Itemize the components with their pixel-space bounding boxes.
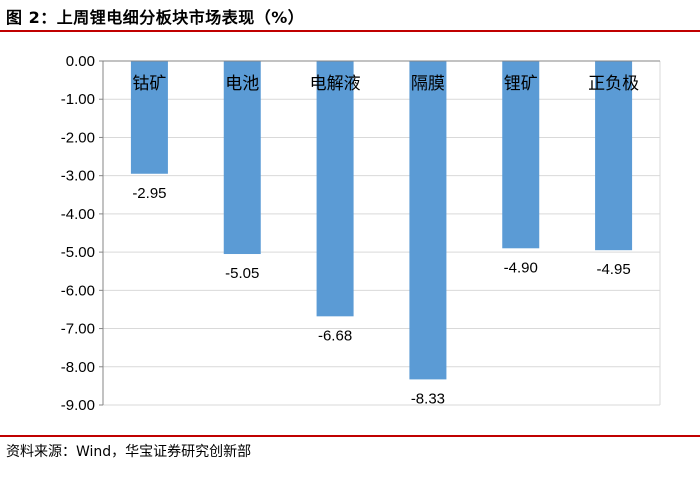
category-label: 锂矿 xyxy=(504,74,538,94)
y-tick-label: -9.00 xyxy=(61,397,95,414)
footer-rule xyxy=(0,435,700,437)
source-note: 资料来源：Wind，华宝证券研究创新部 xyxy=(6,444,252,460)
bar xyxy=(409,61,447,380)
y-tick-label: 0.00 xyxy=(66,53,95,70)
y-tick-label: -2.00 xyxy=(61,129,95,146)
y-tick-label: -8.00 xyxy=(61,359,95,376)
y-tick-label: -6.00 xyxy=(61,282,95,299)
data-label: -5.05 xyxy=(225,265,259,282)
category-label: 钴矿 xyxy=(132,74,166,94)
y-tick-label: -7.00 xyxy=(61,321,95,338)
y-tick-label: -3.00 xyxy=(61,168,95,185)
data-label: -8.33 xyxy=(411,390,445,407)
y-tick-label: -1.00 xyxy=(61,91,95,108)
bar xyxy=(502,61,540,249)
data-label: -2.95 xyxy=(132,185,166,202)
category-label: 电解液 xyxy=(310,74,361,94)
y-tick-label: -5.00 xyxy=(61,244,95,261)
category-label: 正负极 xyxy=(588,74,639,94)
category-label: 隔膜 xyxy=(411,74,445,94)
data-label: -4.95 xyxy=(596,261,630,278)
bar xyxy=(595,61,633,251)
category-label: 电池 xyxy=(225,74,259,94)
data-label: -6.68 xyxy=(318,327,352,344)
bar-chart: 0.00 -1.00 -2.00 -3.00 -4.00 -5.00 -6.00 -7.00 -… xyxy=(61,53,661,414)
bar xyxy=(130,61,168,174)
bar xyxy=(316,61,354,317)
bar xyxy=(223,61,261,255)
y-tick-label: -4.00 xyxy=(61,206,95,223)
title-rule xyxy=(0,30,700,32)
data-label: -4.90 xyxy=(504,259,538,276)
chart-title: 图 2：上周锂电细分板块市场表现（%） xyxy=(6,8,305,27)
